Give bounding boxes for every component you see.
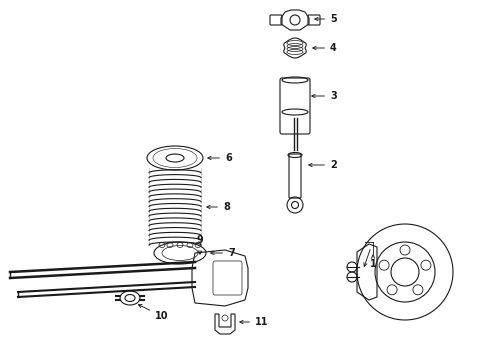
Text: 6: 6 — [208, 153, 232, 163]
Text: 11: 11 — [240, 317, 269, 327]
Text: 2: 2 — [309, 160, 337, 170]
Text: 8: 8 — [207, 202, 230, 212]
Text: 3: 3 — [312, 91, 337, 101]
Text: 7: 7 — [211, 248, 235, 258]
Text: 4: 4 — [313, 43, 337, 53]
Text: 1: 1 — [369, 255, 376, 269]
Text: 9: 9 — [196, 235, 203, 254]
Text: 5: 5 — [315, 14, 337, 24]
Text: 10: 10 — [138, 305, 169, 321]
